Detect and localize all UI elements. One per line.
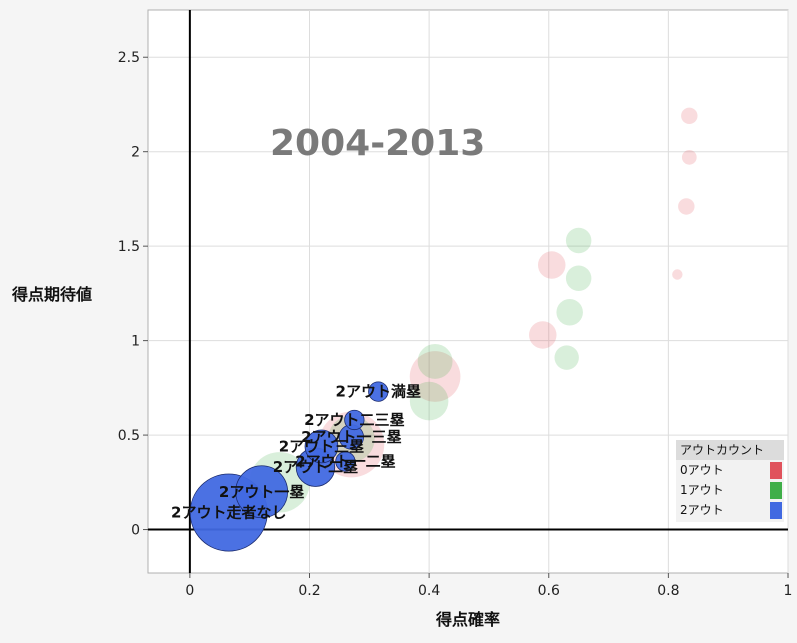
x-axis-ticks: 0 0.2 0.4 0.6 0.8 1 xyxy=(185,573,792,599)
y-axis-title: 得点期待値 xyxy=(11,285,92,304)
point-label: 2アウト一塁 xyxy=(219,483,304,501)
y-tick-label: 1.5 xyxy=(118,239,140,255)
y-tick-label: 2 xyxy=(131,145,140,161)
y-tick-label: 2.5 xyxy=(118,50,140,66)
point-label: 2アウト一三塁 xyxy=(301,428,401,446)
x-tick-label: 0.8 xyxy=(657,583,679,599)
bubble-point[interactable] xyxy=(304,429,339,464)
x-tick-label: 0.6 xyxy=(538,583,560,599)
bubble-point[interactable] xyxy=(554,345,579,370)
bubble-point[interactable] xyxy=(678,198,695,215)
bubble-point[interactable] xyxy=(417,343,453,379)
y-tick-label: 0.5 xyxy=(118,428,140,444)
x-tick-label: 0.4 xyxy=(418,583,440,599)
bubble-point[interactable] xyxy=(565,227,592,254)
y-axis-ticks: 0 0.5 1 1.5 2 2.5 xyxy=(118,50,148,539)
bubble-point[interactable] xyxy=(537,251,566,279)
legend-item-label: 2アウト xyxy=(680,503,724,517)
x-axis-title: 得点確率 xyxy=(435,610,500,629)
bubble-point[interactable] xyxy=(672,269,683,280)
point-label: 2アウト二塁 xyxy=(273,458,358,476)
legend-swatch xyxy=(770,502,782,519)
legend-swatch xyxy=(770,462,782,479)
bubble-point[interactable] xyxy=(681,107,698,125)
bubble-point[interactable] xyxy=(409,351,461,402)
point-label: 2アウト満塁 xyxy=(336,383,421,401)
legend-header xyxy=(676,440,784,460)
period-watermark: 2004-2013 xyxy=(270,123,485,164)
bubble-point[interactable] xyxy=(409,381,449,421)
x-tick-label: 0.2 xyxy=(298,583,320,599)
legend-item-label: 1アウト xyxy=(680,483,724,497)
legend-swatch xyxy=(770,482,782,499)
bubble-point[interactable] xyxy=(368,381,389,402)
y-tick-label: 0 xyxy=(131,523,140,539)
legend-item-label: 0アウト xyxy=(680,463,724,477)
point-label: 2アウト二三塁 xyxy=(304,411,404,429)
legend-body xyxy=(676,460,784,522)
bubble-point[interactable] xyxy=(556,299,583,326)
point-label: 2アウト走者なし xyxy=(171,504,286,522)
series-2 xyxy=(189,381,389,552)
bubble-point[interactable] xyxy=(335,451,356,472)
bubble-series xyxy=(189,107,698,552)
bubble-point[interactable] xyxy=(681,150,697,165)
grid-lines xyxy=(148,10,789,573)
bubble-point[interactable] xyxy=(565,265,592,292)
bubble-point[interactable] xyxy=(235,465,289,519)
point-label: 2アウト一二塁 xyxy=(295,453,395,471)
bubble-point[interactable] xyxy=(529,321,557,349)
bubble-point[interactable] xyxy=(344,409,365,431)
x-tick-label: 1 xyxy=(784,583,793,599)
legend: アウトカウント 0アウト 1アウト 2アウト xyxy=(676,440,784,522)
point-label: 2アウト三塁 xyxy=(279,437,364,455)
legend-title: アウトカウント xyxy=(680,443,764,457)
y-tick-label: 1 xyxy=(131,334,140,350)
x-tick-label: 0 xyxy=(185,583,194,599)
